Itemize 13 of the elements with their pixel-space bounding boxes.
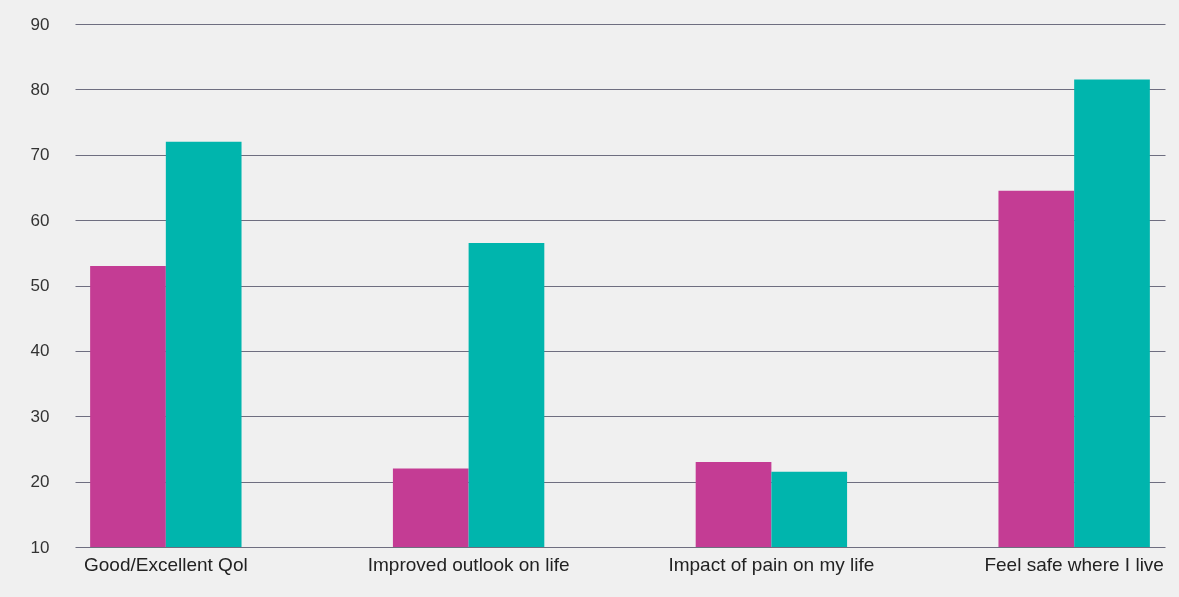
x-tick-label: Feel safe where I live: [984, 553, 1164, 575]
y-tick-label: 90: [30, 14, 50, 34]
y-tick-label: 60: [30, 210, 50, 230]
x-tick-label: Good/Excellent Qol: [83, 553, 248, 575]
y-tick-label: 80: [30, 79, 50, 99]
y-tick-label: 30: [30, 406, 50, 426]
x-tick-label: Improved outlook on life: [367, 553, 570, 575]
y-tick-label: 40: [30, 341, 50, 361]
y-tick-label: 70: [30, 145, 50, 165]
y-tick-label: 20: [30, 472, 50, 492]
x-tick-label: Impact of pain on my life: [668, 553, 875, 575]
y-tick-label: 10: [30, 537, 50, 557]
y-tick-label: 50: [30, 276, 50, 295]
